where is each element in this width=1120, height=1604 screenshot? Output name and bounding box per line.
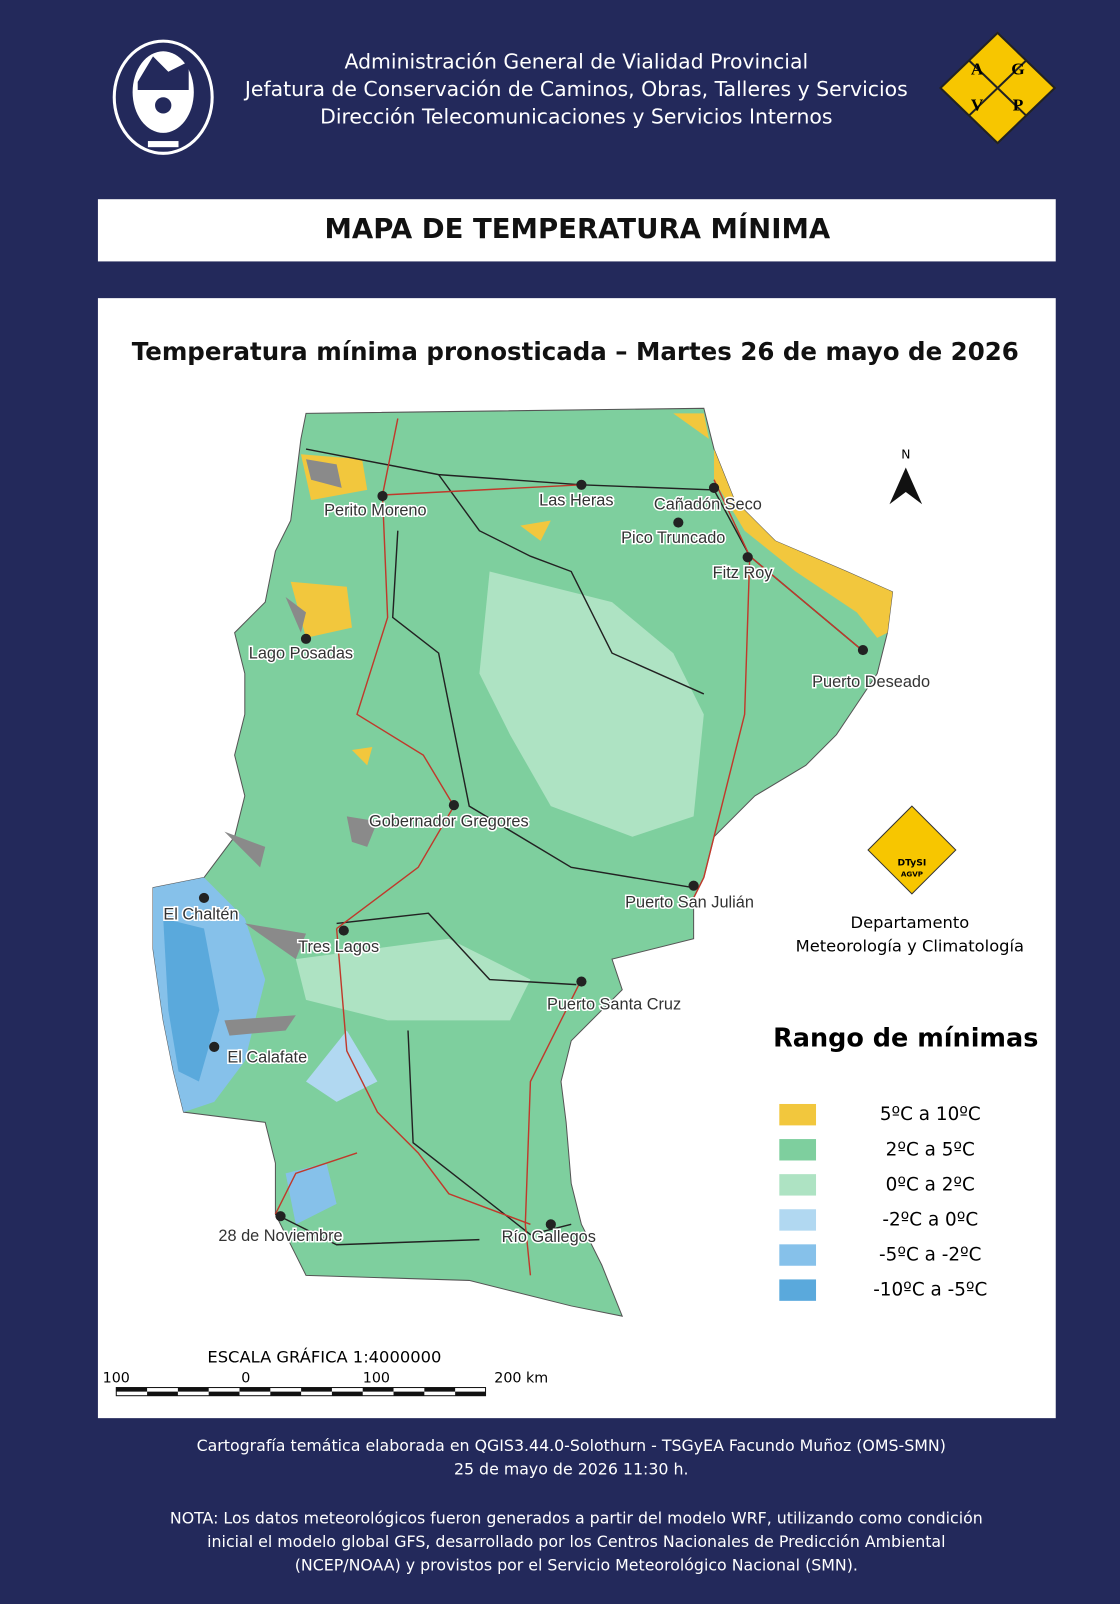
- city-label: Tres Lagos: [298, 938, 379, 956]
- legend-swatch: [779, 1209, 817, 1231]
- scale-segment: [177, 1387, 209, 1392]
- city-label: Cañadón Seco: [654, 496, 762, 514]
- province-map: [152, 407, 894, 1317]
- scale-bar: 100 0 100 200 km: [103, 1370, 548, 1397]
- scale-segment: [208, 1391, 240, 1396]
- header-line: Administración General de Vialidad Provi…: [345, 50, 809, 74]
- legend-title: Rango de mínimas: [773, 1024, 1038, 1054]
- city-label: El Chaltén: [163, 906, 238, 924]
- city-dot: [275, 1211, 286, 1222]
- note-line: NOTA: Los datos meteorológicos fueron ge…: [170, 1509, 983, 1528]
- city-label: Gobernador Gregores: [369, 813, 529, 831]
- legend: 5ºC a 10ºC 2ºC a 5ºC 0ºC a 2ºC -2ºC a 0ºC -5…: [779, 1103, 987, 1301]
- scale-segment: [116, 1387, 148, 1392]
- city-label: Las Heras: [539, 491, 613, 509]
- dtysi-logo: DTySI AGVP: [867, 805, 957, 895]
- legend-label: 0ºC a 2ºC: [886, 1174, 975, 1195]
- map-subtitle: Temperatura mínima pronosticada – Martes…: [132, 337, 1019, 366]
- city-dot: [377, 490, 388, 502]
- city-label: 28 de Noviembre: [218, 1227, 342, 1245]
- city-label: Fitz Roy: [713, 564, 774, 582]
- city-dot: [448, 800, 460, 811]
- logo-letter: V: [971, 95, 984, 114]
- scale-label: 100: [103, 1370, 130, 1386]
- north-label: N: [901, 448, 910, 462]
- city-layer: Perito Moreno Las Heras Cañadón Seco Pico T…: [162, 479, 932, 1247]
- header-line: Dirección Telecomunicaciones y Servicios…: [320, 105, 832, 129]
- credit-line: 25 de mayo de 2026 11:30 h.: [454, 1460, 689, 1479]
- scale-segment: [301, 1387, 332, 1392]
- scale-segment: [331, 1391, 363, 1396]
- scale-segment: [393, 1391, 425, 1396]
- city-label: Perito Moreno: [324, 502, 426, 520]
- credit-line: Cartografía temática elaborada en QGIS3.…: [197, 1436, 946, 1455]
- note-line: (NCEP/NOAA) y provistos por el Servicio …: [295, 1556, 858, 1575]
- north-arrow: N: [889, 448, 923, 505]
- city-dot: [576, 479, 587, 490]
- legend-swatch: [779, 1279, 817, 1301]
- dtysi-text: AGVP: [901, 869, 923, 878]
- legend-label: -5ºC a -2ºC: [879, 1245, 981, 1266]
- legend-label: -2ºC a 0ºC: [882, 1209, 978, 1230]
- legend-swatch: [779, 1103, 817, 1126]
- title-box: [97, 199, 1056, 262]
- department-line: Meteorología y Climatología: [796, 936, 1024, 955]
- scale-title: ESCALA GRÁFICA 1:4000000: [207, 1347, 441, 1366]
- note-line: inicial el modelo global GFS, desarrolla…: [207, 1532, 945, 1551]
- dtysi-text: DTySI: [898, 858, 927, 869]
- city-label: Lago Posadas: [249, 644, 353, 662]
- legend-swatch: [779, 1244, 817, 1266]
- city-dot: [708, 482, 720, 493]
- scale-segment: [362, 1387, 394, 1392]
- legend-label: 2ºC a 5ºC: [886, 1139, 975, 1160]
- scale-segment: [455, 1391, 486, 1396]
- scale-outline: [115, 1387, 487, 1397]
- scale-segment: [239, 1387, 271, 1392]
- legend-swatch: [779, 1174, 817, 1196]
- legend-swatch: [779, 1139, 817, 1161]
- city-dot: [209, 1041, 220, 1052]
- city-dot: [300, 633, 312, 644]
- city-label: Puerto Deseado: [812, 673, 930, 691]
- scale-label: 0: [241, 1370, 250, 1386]
- city-dot: [576, 976, 587, 987]
- header-line: Jefatura de Conservación de Caminos, Obr…: [243, 77, 908, 101]
- city-dot: [742, 552, 753, 563]
- page-title: MAPA DE TEMPERATURA MÍNIMA: [324, 211, 830, 245]
- logo-letter: A: [971, 60, 984, 79]
- city-label: Puerto Santa Cruz: [547, 995, 681, 1013]
- city-dot: [338, 925, 349, 936]
- city-label: El Calafate: [227, 1048, 307, 1066]
- agvp-logo: A G V P: [939, 31, 1057, 145]
- logo-letter: P: [1013, 95, 1024, 114]
- scale-segment: [424, 1387, 456, 1392]
- city-dot: [688, 880, 699, 891]
- legend-label: 5ºC a 10ºC: [880, 1104, 981, 1125]
- scale-label: 100: [363, 1370, 390, 1386]
- city-dot: [673, 517, 684, 528]
- department-line: Departamento: [851, 913, 970, 932]
- city-label: Río Gallegos: [502, 1228, 596, 1246]
- scale-segment: [147, 1391, 178, 1396]
- city-label: Puerto San Julián: [625, 893, 754, 911]
- city-dot: [198, 892, 210, 904]
- city-dot: [857, 644, 869, 656]
- city-label: Pico Truncado: [621, 529, 725, 547]
- legend-label: -10ºC a -5ºC: [873, 1280, 987, 1301]
- logo-letter: G: [1011, 60, 1024, 79]
- coat-of-arms: [112, 39, 214, 155]
- scale-label: 200 km: [494, 1370, 548, 1386]
- scale-segment: [270, 1391, 302, 1396]
- city-dot: [545, 1219, 556, 1230]
